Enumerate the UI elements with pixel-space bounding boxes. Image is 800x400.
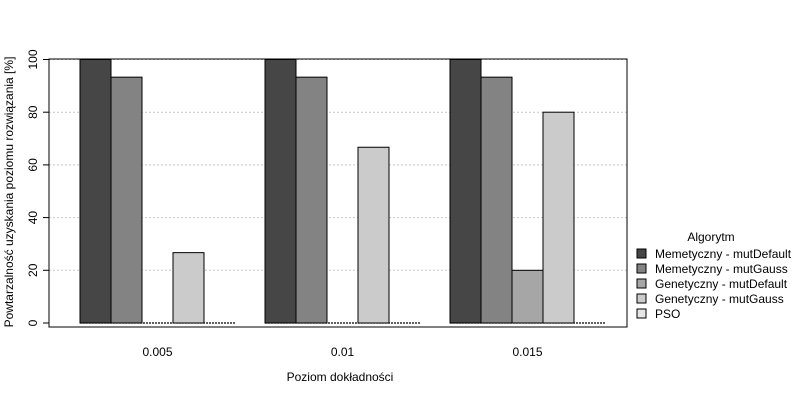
legend-label: PSO: [655, 307, 680, 321]
legend-label: Memetyczny - mutGauss: [655, 262, 788, 276]
legend-title: Algorytm: [687, 230, 734, 244]
legend-swatch: [636, 278, 647, 289]
plot-frame: [48, 58, 628, 328]
legend-swatch: [636, 263, 647, 274]
bar: [480, 76, 513, 324]
x-tick-label: 0.005: [142, 345, 172, 359]
y-tick-label: 20: [26, 263, 40, 277]
bar: [511, 269, 544, 324]
legend-swatch: [636, 248, 647, 259]
bar: [172, 252, 205, 324]
legend: Algorytm Memetyczny - mutDefaultMemetycz…: [636, 230, 792, 321]
y-axis-title: Powtarzalność uzyskania poziomu rozwiąza…: [2, 57, 16, 328]
y-tick-label: 0: [26, 319, 40, 326]
bar: [79, 59, 112, 324]
y-tick-label: 60: [26, 158, 40, 172]
x-tick-label: 0.015: [512, 345, 542, 359]
bar: [542, 111, 575, 324]
bars: [79, 59, 605, 324]
y-tick-label: 100: [26, 49, 40, 69]
bar: [110, 76, 143, 324]
bar: [295, 76, 328, 324]
legend-swatch: [636, 293, 647, 304]
legend-label: Memetyczny - mutDefault: [655, 247, 792, 261]
x-tick-label: 0.01: [331, 345, 355, 359]
legend-label: Genetyczny - mutDefault: [655, 277, 788, 291]
legend-swatch: [636, 308, 647, 319]
y-tick-label: 40: [26, 211, 40, 225]
x-axis-title: Poziom dokładności: [287, 370, 394, 384]
bar: [449, 59, 482, 324]
axes: 0 20 40 60 80 100 0.005 0.01 0.015: [26, 49, 543, 359]
legend-label: Genetyczny - mutGauss: [655, 292, 784, 306]
y-tick-label: 80: [26, 105, 40, 119]
bar: [357, 146, 390, 324]
bar: [264, 59, 297, 324]
